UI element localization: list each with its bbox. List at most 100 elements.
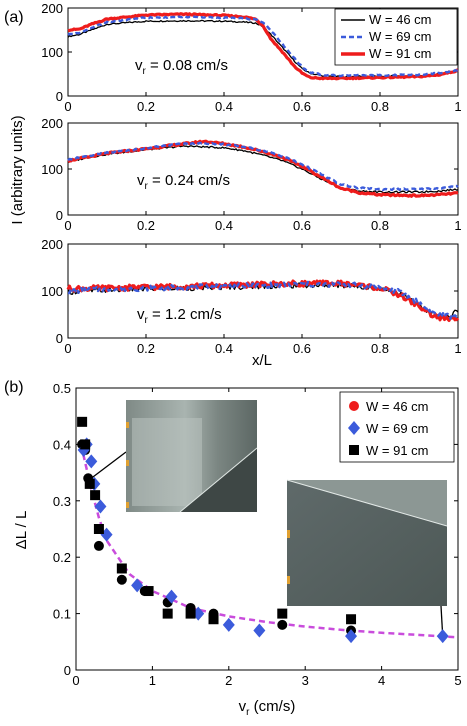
marker-w91 <box>116 563 127 574</box>
y-tick-label: 0 <box>56 208 63 223</box>
marker-w91 <box>93 524 104 534</box>
inset-photo-1 <box>126 400 258 513</box>
y-tick-label: 0 <box>64 663 71 678</box>
panel-b-label: (b) <box>4 379 24 396</box>
inset-photo-1-mark-1 <box>126 422 129 428</box>
y-tick-label: 100 <box>41 162 63 177</box>
marker-w69 <box>165 589 178 604</box>
marker-w91 <box>143 586 154 597</box>
marker-w91 <box>185 608 196 619</box>
legend-label-w46: W = 46 cm <box>369 12 432 27</box>
series-line-69 <box>67 15 459 78</box>
velocity-annotation: vr = 0.08 cm/s <box>135 57 228 77</box>
y-tick-label: 0.1 <box>53 607 71 622</box>
inset-photo-1-mark-2 <box>126 460 129 466</box>
panel-a-label: (a) <box>4 9 24 26</box>
scatter-markers <box>77 416 449 644</box>
legend-label-w69: W = 69 cm <box>366 421 429 436</box>
y-tick-label: 0.3 <box>53 494 71 509</box>
x-tick-label: 0.4 <box>215 218 233 233</box>
legend-label-w91: W = 91 cm <box>366 443 429 458</box>
marker-w91 <box>77 416 88 427</box>
x-tick-label: 0.8 <box>371 99 389 114</box>
plot-frame <box>75 387 459 671</box>
axis-ticks: 0 0.2 0.4 0.6 0.8 1 0 100 200 <box>41 237 461 356</box>
legend-marker-diamond <box>348 421 360 435</box>
series-lines <box>67 139 459 198</box>
x-tick-label: 5 <box>454 673 461 688</box>
legend-label-w91: W = 91 cm <box>369 46 432 61</box>
x-tick-label: 0.8 <box>371 341 389 356</box>
x-tick-label: 3 <box>302 673 309 688</box>
x-tick-label: 0.6 <box>293 99 311 114</box>
marker-w46 <box>277 619 288 630</box>
x-tick-label: 0.2 <box>137 218 155 233</box>
series-line-69 <box>67 141 459 192</box>
series-lines <box>66 279 460 322</box>
series-line-91 <box>67 12 459 81</box>
inset-photo-2-edge <box>286 479 448 527</box>
inset-photo-2 <box>286 479 448 606</box>
x-axis-label-b: vr (cm/s) <box>239 698 296 718</box>
marker-w91 <box>346 614 357 625</box>
y-tick-label: 100 <box>41 45 63 60</box>
x-tick-label: 0.4 <box>215 99 233 114</box>
panel-b-plot: 0 1 2 3 4 5 0 0.1 0.2 0.3 0.4 0.5 W = 46 cm <box>53 381 462 688</box>
x-tick-label: 1 <box>454 218 461 233</box>
x-tick-label: 0 <box>64 218 71 233</box>
plot-frame <box>67 122 459 216</box>
marker-w69 <box>222 617 235 632</box>
legend-label-w46: W = 46 cm <box>366 399 429 414</box>
x-tick-label: 0.6 <box>293 341 311 356</box>
y-tick-label: 0 <box>56 331 63 346</box>
x-tick-label: 1 <box>149 673 156 688</box>
series-lines <box>67 12 459 81</box>
series-line-91 <box>66 279 460 322</box>
marker-w91 <box>277 608 288 619</box>
y-tick-label: 200 <box>41 237 63 252</box>
axis-ticks: 0 1 2 3 4 5 0 0.1 0.2 0.3 0.4 0.5 <box>53 381 462 688</box>
y-axis-label-b: ΔL / L <box>13 511 30 550</box>
legend-marker-square <box>349 445 359 455</box>
x-tick-label: 0 <box>64 341 71 356</box>
y-axis-label-a: I (arbitrary units) <box>9 115 26 224</box>
inset-photo-1-edge <box>179 447 258 513</box>
marker-w46 <box>116 574 127 585</box>
series-line-69 <box>68 280 459 320</box>
marker-w69 <box>94 499 107 514</box>
legend-label-w69: W = 69 cm <box>369 29 432 44</box>
y-tick-label: 0.2 <box>53 550 71 565</box>
panel-a3-plot: 0 0.2 0.4 0.6 0.8 1 0 100 200 vr = 1.2 cm/s <box>41 237 461 356</box>
panel-a2-plot: 0 0.2 0.4 0.6 0.8 1 0 100 200 vr = 0.24 cm/s <box>41 116 461 233</box>
inset-photo-2-mark-2 <box>287 576 290 584</box>
velocity-annotation: vr = 0.24 cm/s <box>137 172 230 192</box>
marker-w91 <box>80 439 91 450</box>
inset-photo-1-bright-region <box>132 418 202 506</box>
x-tick-label: 2 <box>225 673 232 688</box>
x-tick-label: 0.2 <box>137 341 155 356</box>
x-tick-label: 0.8 <box>371 218 389 233</box>
inset-arrow-line <box>90 451 127 479</box>
marker-w69 <box>131 578 144 593</box>
panel-a1-plot: 0 0.2 0.4 0.6 0.8 1 0 100 200 vr = 0.08 cm/s W =… <box>41 1 461 114</box>
velocity-annotation: vr = 1.2 cm/s <box>137 306 222 326</box>
x-tick-label: 1 <box>454 341 461 356</box>
legend: W = 46 cm W = 69 cm W = 91 cm <box>339 391 455 463</box>
y-tick-label: 200 <box>41 116 63 131</box>
axis-ticks: 0 0.2 0.4 0.6 0.8 1 0 100 200 <box>41 1 461 114</box>
legend-marker-circle <box>349 401 359 411</box>
x-tick-label: 0.2 <box>137 99 155 114</box>
marker-w91 <box>84 478 95 489</box>
inset-photo-2-mark-1 <box>287 530 290 538</box>
x-tick-label: 0.4 <box>215 341 233 356</box>
inset-photo-1-mark-3 <box>126 502 129 508</box>
y-tick-label: 200 <box>41 1 63 16</box>
marker-w46 <box>93 540 104 551</box>
y-tick-label: 100 <box>41 284 63 299</box>
legend: W = 46 cm W = 69 cm W = 91 cm <box>334 8 458 66</box>
x-tick-label: 0 <box>72 673 79 688</box>
marker-w69 <box>436 629 449 644</box>
marker-w69 <box>253 623 266 638</box>
x-axis-label-a: x/L <box>252 352 272 369</box>
